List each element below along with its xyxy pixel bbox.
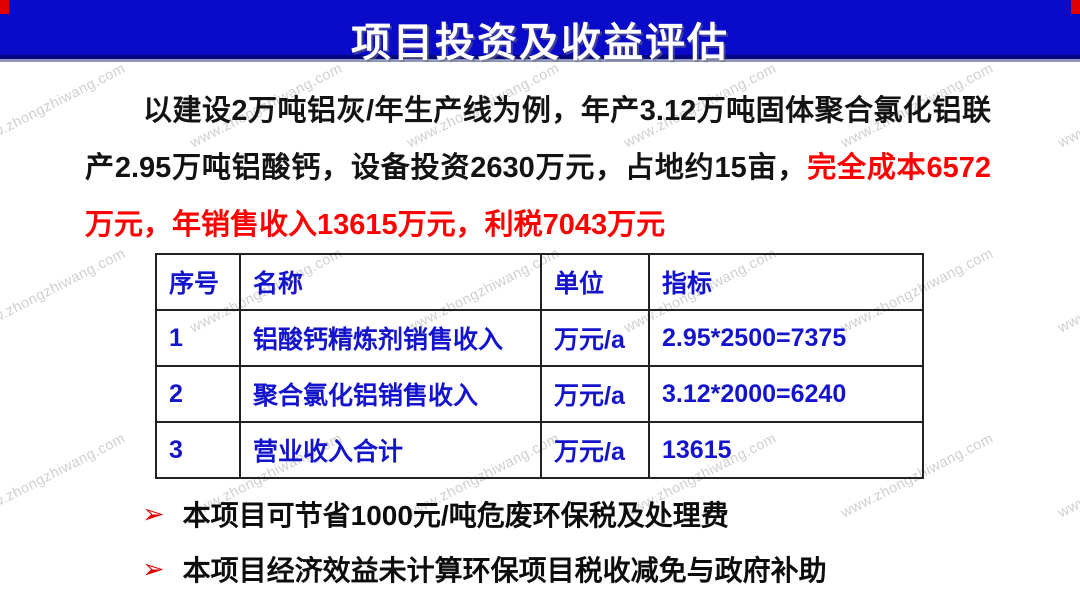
arrow-bullet-icon: ➢ [142, 553, 165, 584]
table-row: 1 铝酸钙精炼剂销售收入 万元/a 2.95*2500=7375 [155, 309, 924, 367]
table-row: 3 营业收入合计 万元/a 13615 [155, 421, 924, 479]
bullet-list: ➢ 本项目可节省1000元/吨危废环保税及处理费 ➢ 本项目经济效益未计算环保项… [142, 496, 827, 606]
red-corner-mark-left [0, 0, 9, 14]
list-item: ➢ 本项目可节省1000元/吨危废环保税及处理费 [142, 496, 827, 532]
title-banner: 项目投资及收益评估 [0, 0, 1080, 65]
intro-paragraph: 以建设2万吨铝灰/年生产线为例，年产3.12万吨固体聚合氯化铝联产2.95万吨铝… [85, 83, 991, 254]
list-item: ➢ 本项目经济效益未计算环保项目税收减免与政府补助 [142, 551, 827, 587]
header-name: 名称 [239, 253, 542, 311]
watermark-text: www.zhongzhiwang.com [1055, 60, 1080, 152]
cell-name: 营业收入合计 [239, 421, 542, 479]
cell-unit: 万元/a [540, 421, 650, 479]
red-corner-mark-right [1071, 0, 1080, 14]
cell-index: 3.12*2000=6240 [648, 365, 924, 423]
income-table: 序号 名称 单位 指标 1 铝酸钙精炼剂销售收入 万元/a 2.95*2500=… [155, 253, 924, 479]
bullet-text: 本项目经济效益未计算环保项目税收减免与政府补助 [182, 555, 827, 586]
header-unit: 单位 [540, 253, 650, 311]
bullet-text: 本项目可节省1000元/吨危废环保税及处理费 [182, 500, 729, 531]
watermark-text: www.zhongzhiwang.com [0, 430, 129, 522]
header-index: 指标 [648, 253, 924, 311]
cell-unit: 万元/a [540, 365, 650, 423]
cell-unit: 万元/a [540, 309, 650, 367]
arrow-bullet-icon: ➢ [142, 498, 165, 529]
intro-paragraph-black: 以建设2万吨铝灰/年生产线为例，年产3.12万吨固体聚合氯化铝联产2.95万吨铝… [85, 95, 991, 184]
cell-name: 铝酸钙精炼剂销售收入 [239, 309, 542, 367]
watermark-text: www.zhongzhiwang.com [0, 245, 129, 337]
watermark-text: www.zhongzhiwang.com [1055, 430, 1080, 522]
cell-name: 聚合氯化铝销售收入 [239, 365, 542, 423]
cell-seq: 1 [155, 309, 241, 367]
slide-title: 项目投资及收益评估 [351, 21, 729, 65]
header-seq: 序号 [155, 253, 241, 311]
intro-paragraph-red: 完全成本6572万元，年销售收入13615万元，利税7043万元 [85, 152, 992, 241]
table-header-row: 序号 名称 单位 指标 [155, 253, 924, 311]
cell-index: 13615 [648, 421, 924, 479]
cell-seq: 2 [155, 365, 241, 423]
table-row: 2 聚合氯化铝销售收入 万元/a 3.12*2000=6240 [155, 365, 924, 423]
cell-seq: 3 [155, 421, 241, 479]
cell-index: 2.95*2500=7375 [648, 309, 924, 367]
watermark-text: www.zhongzhiwang.com [1055, 245, 1080, 337]
